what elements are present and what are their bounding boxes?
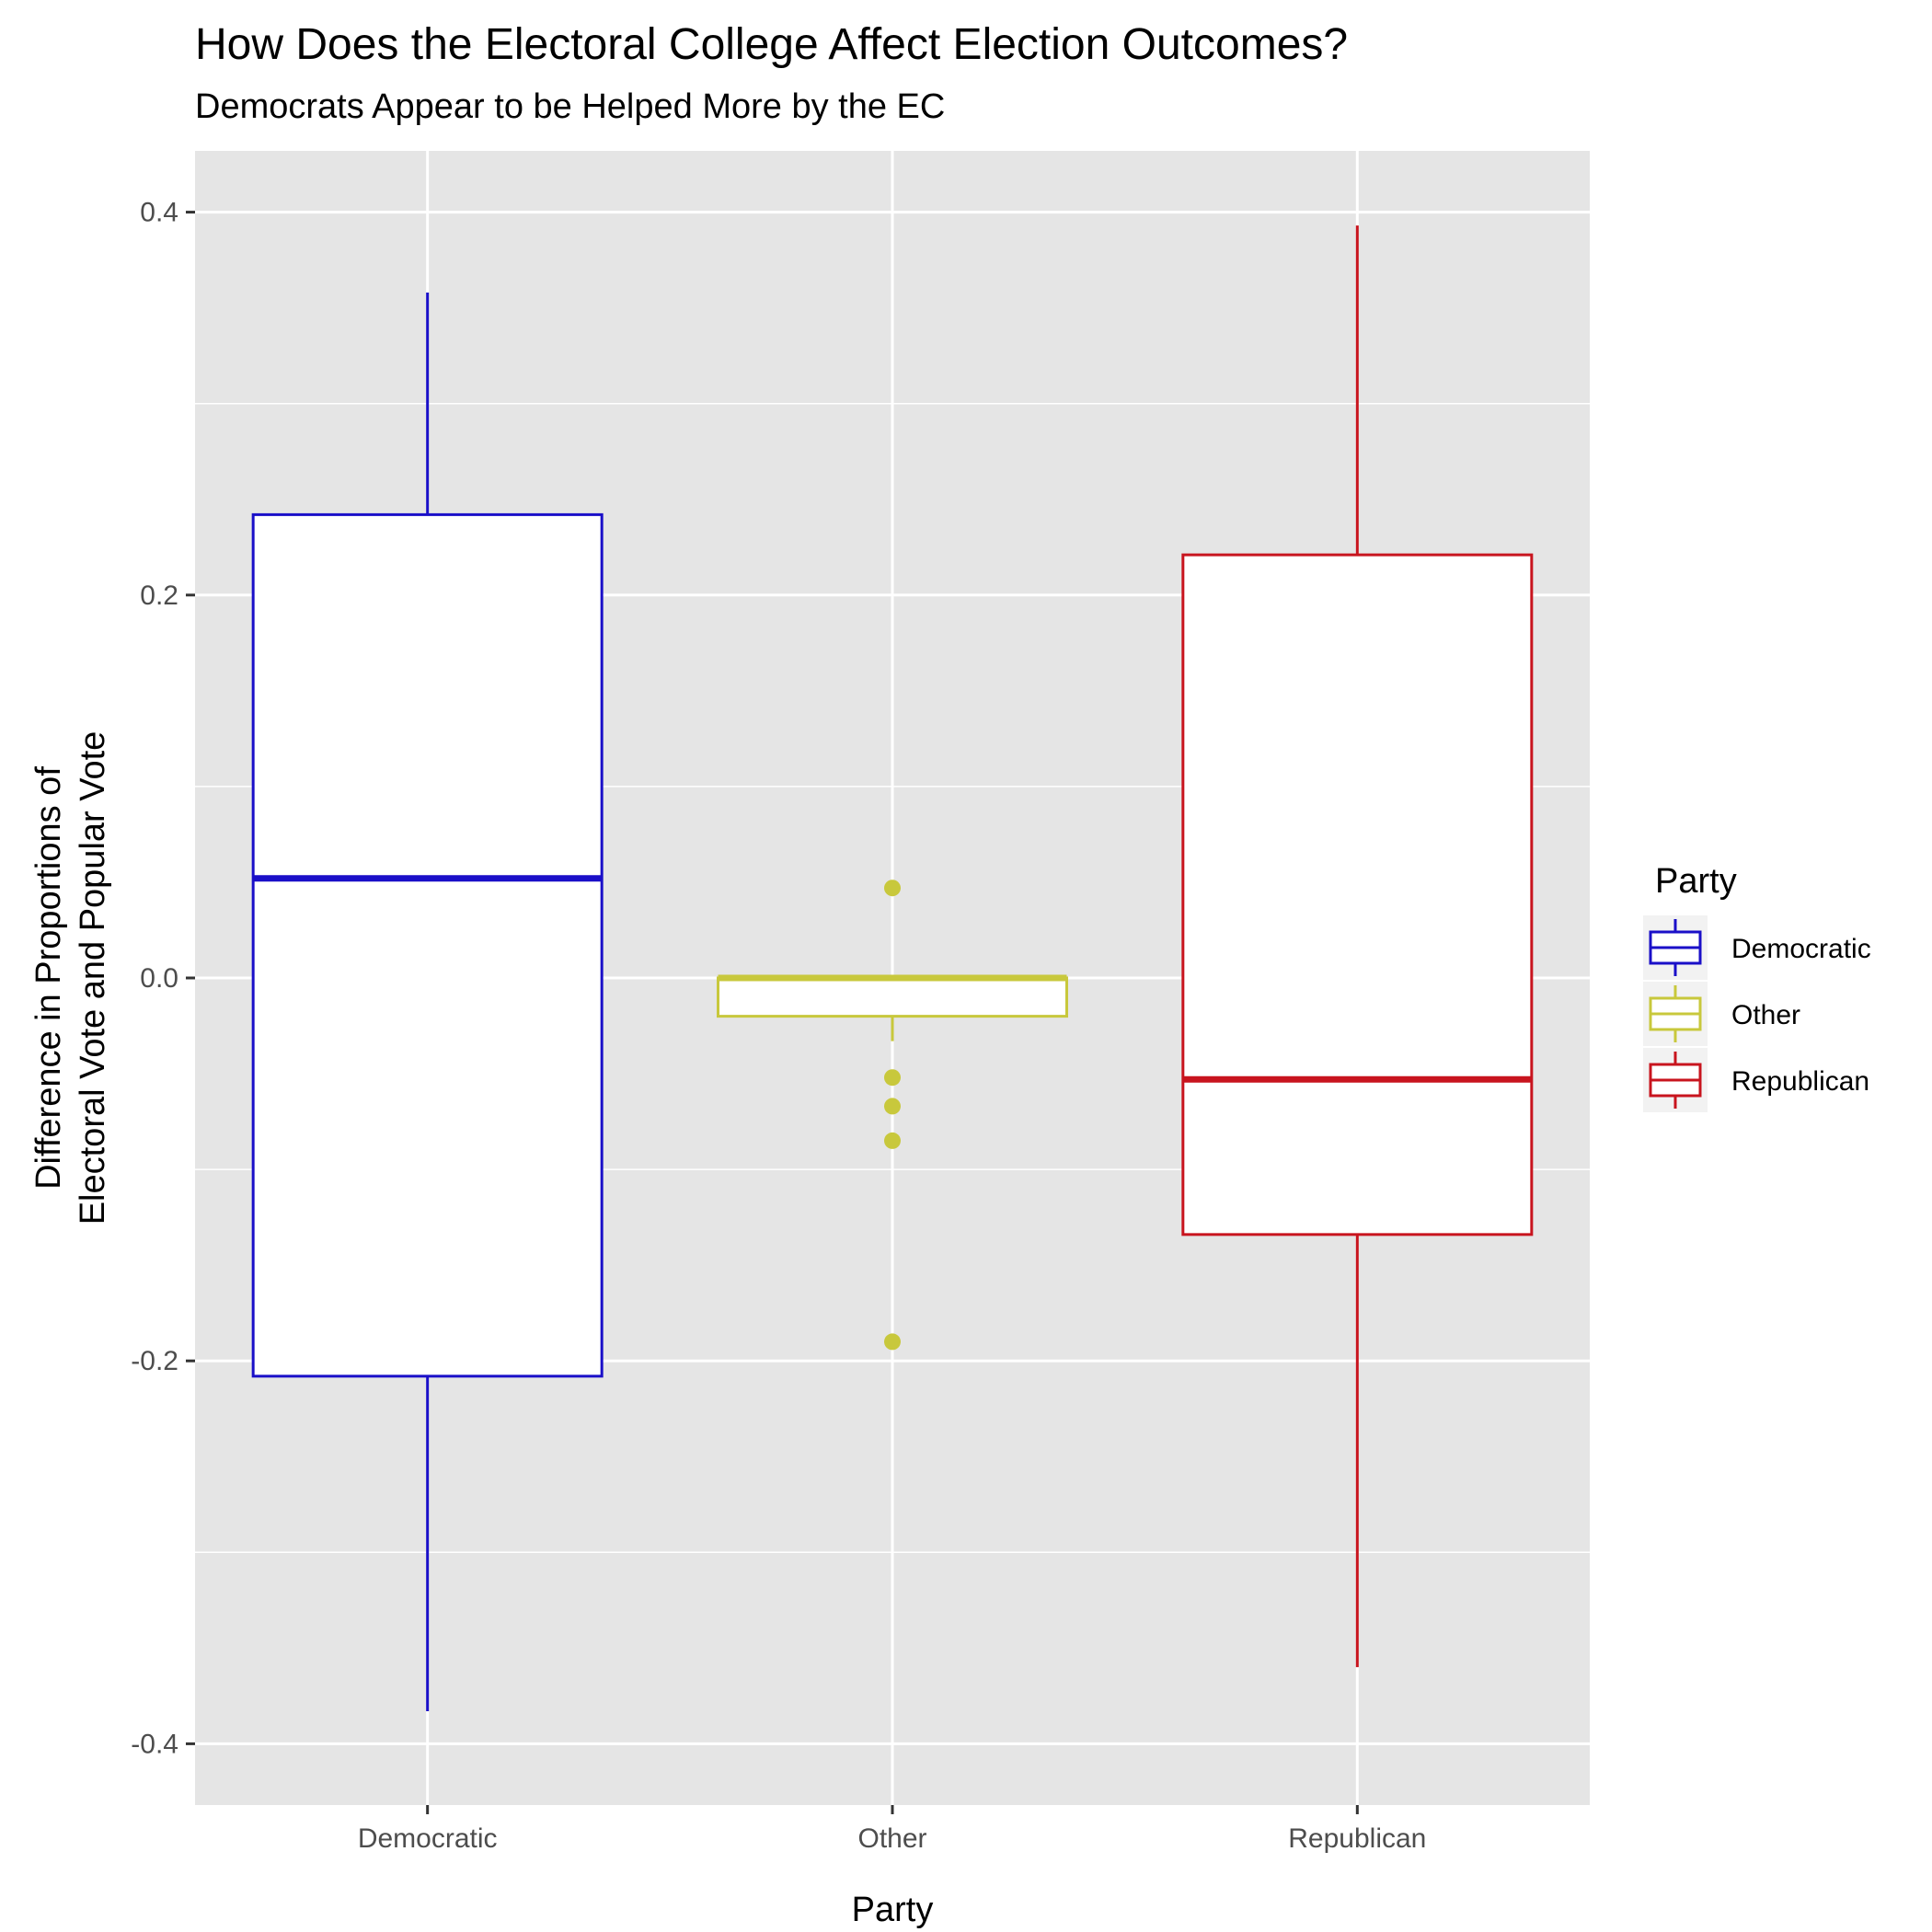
chart-subtitle: Democrats Appear to be Helped More by th… <box>195 87 945 126</box>
y-tick-label: 0.0 <box>140 963 178 994</box>
legend: Party Democratic Other Republican <box>1643 862 1871 1112</box>
y-tick-label: 0.2 <box>140 581 178 611</box>
outlier-point <box>884 880 901 897</box>
outlier-point <box>884 1069 901 1087</box>
legend-key <box>1643 982 1708 1046</box>
outlier-point <box>884 1098 901 1115</box>
x-tick-label: Republican <box>1288 1823 1426 1854</box>
y-axis-title-line-1: Difference in Proportions of <box>29 766 68 1190</box>
y-axis: -0.4 -0.2 0.0 0.2 0.4 <box>131 198 195 1759</box>
y-axis-title-line-2: Electoral Vote and Popular Vote <box>74 731 112 1225</box>
x-axis: Democratic Other Republican <box>358 1805 1426 1854</box>
outlier-point <box>884 1333 901 1351</box>
y-tick-label: -0.4 <box>131 1729 178 1759</box>
boxplot-other <box>717 880 1068 1351</box>
box <box>1181 553 1534 1236</box>
box <box>251 512 604 1378</box>
boxplot-democratic <box>251 292 604 1712</box>
legend-label: Republican <box>1731 1066 1869 1097</box>
legend-item-democratic: Democratic <box>1643 915 1871 980</box>
x-axis-title: Party <box>852 1891 934 1929</box>
y-tick-label: -0.2 <box>131 1346 178 1376</box>
legend-key <box>1643 915 1708 980</box>
x-tick-label: Democratic <box>358 1823 498 1854</box>
legend-label: Other <box>1731 1000 1800 1030</box>
y-axis-title: Difference in Proportions of Electoral V… <box>29 731 112 1225</box>
legend-item-republican: Republican <box>1643 1048 1869 1112</box>
legend-label: Democratic <box>1731 934 1871 964</box>
outlier-point <box>884 1132 901 1149</box>
boxplot-republican <box>1181 225 1534 1668</box>
x-tick-label: Other <box>857 1823 926 1854</box>
legend-item-other: Other <box>1643 982 1800 1046</box>
legend-key <box>1643 1048 1708 1112</box>
chart-title: How Does the Electoral College Affect El… <box>195 20 1348 69</box>
boxplots <box>251 225 1534 1712</box>
y-tick-label: 0.4 <box>140 198 178 228</box>
legend-title: Party <box>1655 862 1737 901</box>
box <box>717 976 1068 1018</box>
